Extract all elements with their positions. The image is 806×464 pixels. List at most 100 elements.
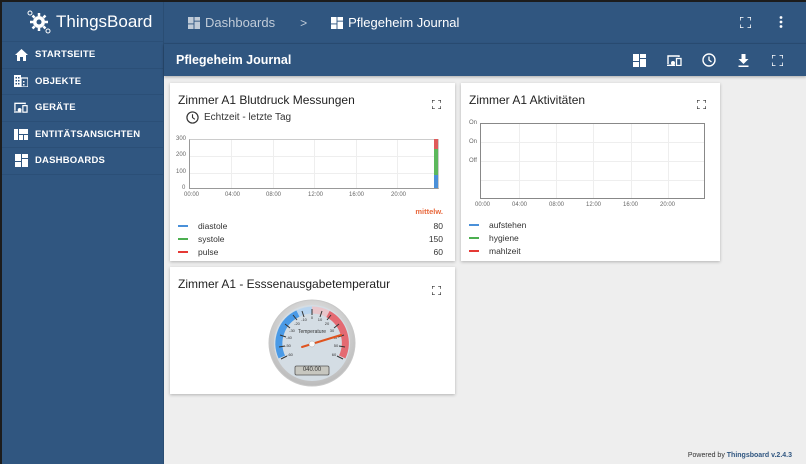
bar-diastole xyxy=(434,175,438,188)
breadcrumb-label: Pflegeheim Journal xyxy=(348,15,460,30)
layouts-button[interactable] xyxy=(632,53,646,67)
thingsboard-version-link[interactable]: Thingsboard v.2.4.3 xyxy=(726,452,792,459)
dashboard-icon xyxy=(14,154,28,168)
topbar-actions xyxy=(738,15,788,29)
legend-swatch xyxy=(469,236,479,239)
sidebar-item-dashboards[interactable]: DASHBOARDS xyxy=(2,148,163,175)
fullscreen-button[interactable] xyxy=(738,15,752,29)
dashboard-icon xyxy=(188,16,200,29)
legend-item[interactable]: systole 150 xyxy=(178,232,443,245)
dashboard-title: Pflegeheim Journal xyxy=(176,53,292,67)
legend-label: aufstehen xyxy=(489,219,527,230)
sidebar-item-label: DASHBOARDS xyxy=(35,155,106,167)
widget-activities: Zimmer A1 Aktivitäten On On Off 00:00 04… xyxy=(461,83,720,261)
dashboard-fullscreen-button[interactable] xyxy=(770,53,784,67)
bar-systole xyxy=(434,149,438,175)
y-tick: 100 xyxy=(176,169,187,175)
bar-pulse xyxy=(434,139,438,149)
sidebar-item-objekte[interactable]: OBJEKTE xyxy=(2,69,163,95)
x-tick: 08:00 xyxy=(266,192,282,198)
widget-blood-pressure: Zimmer A1 Blutdruck Messungen Echtzeit -… xyxy=(170,83,455,261)
widget-fullscreen-button[interactable] xyxy=(429,283,443,297)
x-tick: 12:00 xyxy=(586,202,602,208)
legend-item[interactable]: diastole 80 xyxy=(178,219,443,232)
sidebar-item-label: GERÄTE xyxy=(35,102,76,114)
svg-text:-40: -40 xyxy=(286,335,293,340)
y-tick: On xyxy=(469,120,478,126)
layouts-icon xyxy=(632,53,646,67)
widget-title: Zimmer A1 - Esssenausgabetemperatur xyxy=(178,277,391,291)
fullscreen-icon xyxy=(431,285,441,295)
timewindow-label: Echtzeit - letzte Tag xyxy=(204,112,292,123)
breadcrumb-dashboards[interactable]: Dashboards xyxy=(188,15,275,30)
svg-text:30: 30 xyxy=(330,328,335,333)
footer: Powered by Thingsboard v.2.4.3 xyxy=(688,452,792,459)
entity-aliases-icon xyxy=(666,54,682,66)
footer-prefix: Powered by xyxy=(687,452,725,459)
legend-value: 60 xyxy=(433,246,443,257)
svg-text:-10: -10 xyxy=(301,317,308,322)
timewindow-selector[interactable]: Echtzeit - letzte Tag xyxy=(186,111,291,124)
svg-text:-50: -50 xyxy=(285,343,292,348)
more-menu-button[interactable] xyxy=(774,15,788,29)
legend-item[interactable]: hygiene xyxy=(469,231,709,244)
x-tick: 00:00 xyxy=(475,202,491,208)
x-tick: 16:00 xyxy=(349,192,365,198)
x-tick: 20:00 xyxy=(660,202,676,208)
x-tick: 04:00 xyxy=(225,192,241,198)
legend-item[interactable]: pulse 60 xyxy=(178,245,443,258)
widget-fullscreen-button[interactable] xyxy=(429,97,443,111)
devices-icon xyxy=(14,101,28,115)
timewindow-button[interactable] xyxy=(702,53,716,67)
x-tick: 12:00 xyxy=(308,192,324,198)
plot-area xyxy=(189,139,439,189)
sidebar-item-label: STARTSEITE xyxy=(35,49,96,61)
legend-header: mittelw. xyxy=(415,207,443,216)
sidebar-item-startseite[interactable]: STARTSEITE xyxy=(2,42,163,69)
dashboard-actions xyxy=(632,53,784,67)
legend-label: pulse xyxy=(198,246,219,257)
legend-label: mahlzeit xyxy=(489,245,521,256)
clock-icon xyxy=(702,53,716,67)
breadcrumb-current: Pflegeheim Journal xyxy=(331,15,459,30)
brand-logo[interactable]: ThingsBoard xyxy=(2,2,163,42)
sidebar-item-label: ENTITÄTSANSICHTEN xyxy=(35,128,141,140)
y-tick: 200 xyxy=(176,152,187,158)
x-tick: 08:00 xyxy=(549,202,565,208)
svg-text:-20: -20 xyxy=(294,321,301,326)
fullscreen-icon xyxy=(431,99,441,109)
legend-item[interactable]: aufstehen xyxy=(469,218,709,231)
widget-title: Zimmer A1 Blutdruck Messungen xyxy=(178,93,355,107)
widget-temperature: Zimmer A1 - Esssenausgabetemperatur xyxy=(170,267,455,394)
y-tick: Off xyxy=(469,158,477,164)
activities-chart: On On Off 00:00 04:00 08:00 12:00 16:00 … xyxy=(461,118,720,213)
legend-item[interactable]: mahlzeit xyxy=(469,244,709,257)
svg-text:50: 50 xyxy=(334,343,339,348)
legend-swatch xyxy=(178,250,188,253)
domain-icon xyxy=(14,74,28,88)
chart-legend: mittelw. diastole 80 systole 150 pulse 6… xyxy=(178,207,443,258)
legend-value: 150 xyxy=(428,233,443,244)
legend-swatch xyxy=(178,237,188,240)
legend-label: diastole xyxy=(198,220,228,231)
breadcrumb-separator: > xyxy=(300,15,308,30)
download-icon xyxy=(738,53,748,67)
entity-aliases-button[interactable] xyxy=(666,53,682,67)
widget-title: Zimmer A1 Aktivitäten xyxy=(469,93,586,107)
legend-swatch xyxy=(469,223,479,226)
thingsboard-logo-icon xyxy=(27,10,51,33)
more-vert-icon xyxy=(779,16,783,28)
sidebar-item-geraete[interactable]: GERÄTE xyxy=(2,95,163,122)
export-button[interactable] xyxy=(736,53,750,67)
fullscreen-icon xyxy=(771,54,783,66)
x-tick: 04:00 xyxy=(512,202,528,208)
widget-fullscreen-button[interactable] xyxy=(694,97,708,111)
x-tick: 00:00 xyxy=(184,192,200,198)
breadcrumb-label: Dashboards xyxy=(205,15,276,30)
blood-pressure-chart: 300 200 100 0 00:00 04:00 08:00 12:00 16… xyxy=(170,133,455,203)
legend-swatch xyxy=(469,249,479,252)
svg-text:60: 60 xyxy=(332,352,337,357)
sidebar-item-entitaetsansichten[interactable]: ENTITÄTSANSICHTEN xyxy=(2,122,163,148)
temperature-gauge: -60 -50 -40 -30 -20 -10 0 10 20 30 40 50… xyxy=(268,299,356,387)
